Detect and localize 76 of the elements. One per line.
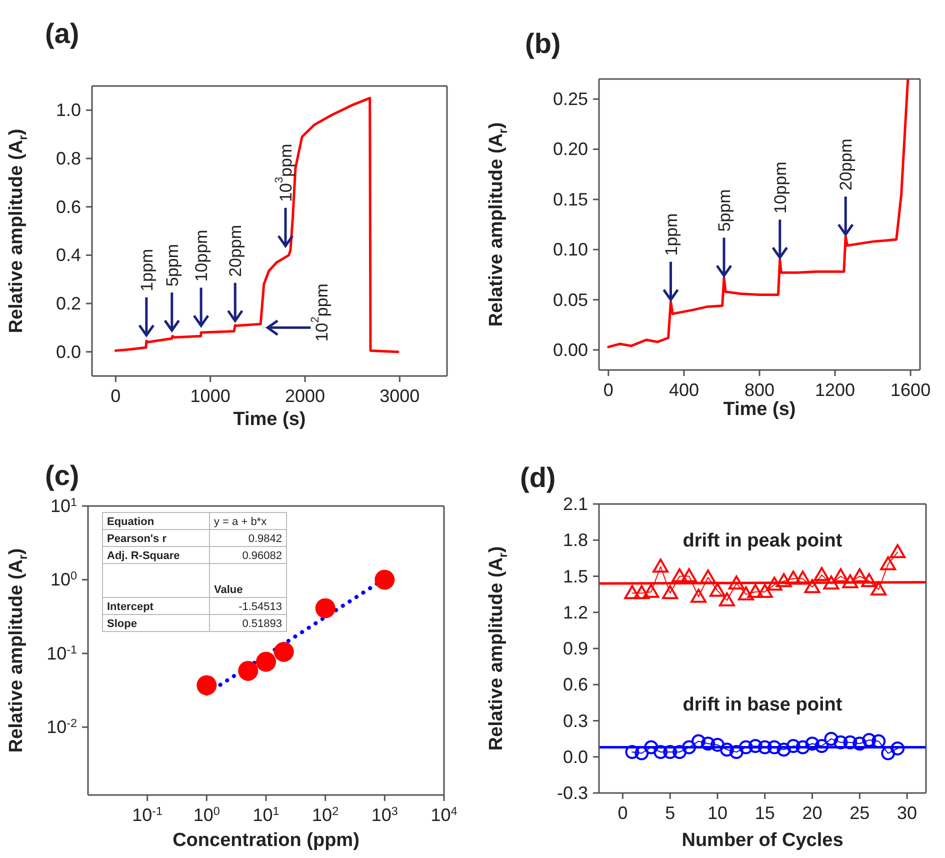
annotation: 1ppm: [661, 213, 680, 256]
chart-title: (d): [520, 462, 556, 494]
annotation: Value: [210, 564, 286, 598]
annotation: y = a + b*x: [210, 512, 286, 530]
y-tick-label: 0.05: [552, 290, 588, 310]
x-tick-label: 1000: [190, 386, 230, 406]
y-tick-label: 10$^{1}$: [50, 496, 77, 516]
x-tick-label: 1600: [890, 380, 931, 400]
y-tick-label: 0.6: [56, 196, 81, 217]
y-tick-label: 0.2: [56, 294, 81, 314]
x-tick-label: 25: [850, 803, 870, 823]
x-axis-title: Time (s): [723, 399, 796, 420]
annotation: Intercept: [102, 598, 210, 614]
x-tick-label: 10: [707, 803, 728, 823]
y-tick-label: 10$^{-1}$: [46, 642, 77, 664]
chart-title: (b): [525, 28, 561, 60]
y-tick-label: 0.00: [552, 340, 588, 360]
annotation: -1.54513: [210, 598, 286, 614]
x-tick-label: 3000: [380, 386, 420, 406]
annotation: Adj. R-Square: [102, 546, 210, 564]
x-tick-label: 10$^{3}$: [371, 804, 398, 825]
y-tick-label: 0.6: [562, 674, 588, 695]
x-tick-label: 30: [897, 803, 918, 823]
y-tick-label: 0.4: [56, 245, 81, 266]
x-tick-label: 10$^{1}$: [252, 804, 280, 825]
x-tick-label: 400: [668, 380, 699, 400]
x-tick-label: 10$^{0}$: [193, 804, 220, 825]
y-tick-label: 0.3: [562, 710, 588, 731]
annotation: 20ppm: [226, 224, 245, 277]
chart-title: (c): [45, 460, 80, 492]
annotation: 0.96082: [210, 546, 286, 564]
annotation: 10ppm: [192, 230, 211, 282]
x-tick-label: 10$^{-1}$: [132, 804, 163, 825]
chart-title: (a): [45, 18, 80, 50]
annotation: Equation: [102, 512, 210, 530]
y-tick-label: 0.15: [552, 189, 588, 210]
x-axis-title: Concentration (ppm): [172, 830, 360, 851]
x-axis-title: Number of Cycles: [682, 830, 844, 851]
y-tick-label: 0.20: [552, 139, 588, 160]
annotation: 0.51893: [210, 614, 286, 632]
y-tick-label: 1.5: [562, 566, 588, 586]
x-tick-label: 5: [665, 803, 676, 823]
y-tick-label: 0.25: [552, 89, 588, 110]
y-tick-label: 0.10: [552, 240, 588, 260]
annotation: 10ppm: [770, 162, 790, 214]
y-tick-label: 1.8: [562, 530, 588, 550]
x-tick-label: 0: [618, 803, 628, 823]
x-axis-title: Time (s): [233, 409, 306, 430]
x-tick-label: 800: [744, 380, 775, 400]
y-tick-label: -0.3: [556, 783, 588, 803]
y-tick-label: 0.9: [562, 638, 588, 658]
y-tick-label: 1.0: [56, 100, 81, 120]
y-tick-label: 1.2: [562, 602, 588, 622]
x-tick-label: 20: [802, 803, 822, 823]
y-tick-label: 0.8: [56, 148, 81, 168]
series-label: drift in base point: [682, 694, 843, 716]
annotation: Pearson's r: [102, 530, 210, 546]
x-tick-label: 15: [754, 803, 775, 823]
y-tick-label: 0.0: [562, 746, 588, 767]
y-tick-label: 10$^{-2}$: [46, 716, 77, 738]
series-label: drift in peak point: [682, 530, 843, 552]
annotation: 5ppm: [714, 189, 734, 232]
x-tick-label: 10$^{2}$: [312, 804, 339, 825]
x-tick-label: 2000: [284, 386, 326, 406]
annotation: 5ppm: [162, 244, 182, 286]
x-tick-label: 10$^{4}$: [430, 804, 458, 825]
x-tick-label: 0: [110, 386, 121, 406]
y-tick-label: 2.1: [562, 494, 588, 514]
annotation: 0.9842: [210, 530, 286, 546]
y-tick-label: 0.0: [56, 342, 81, 362]
annotation: 1ppm: [136, 248, 156, 292]
annotation: 20ppm: [836, 138, 856, 191]
annotation: Slope: [102, 614, 210, 632]
x-tick-label: 1200: [815, 380, 856, 400]
x-tick-label: 0: [603, 380, 614, 400]
y-tick-label: 10$^{0}$: [50, 569, 78, 590]
